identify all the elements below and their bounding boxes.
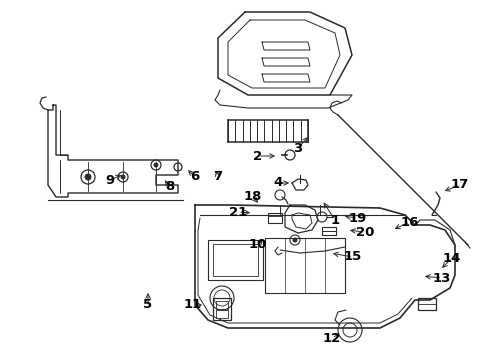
Text: 19: 19	[348, 211, 366, 225]
Text: 10: 10	[248, 238, 266, 252]
Text: 8: 8	[165, 180, 174, 194]
Circle shape	[85, 174, 91, 180]
Text: 18: 18	[244, 190, 262, 203]
Text: 20: 20	[355, 225, 373, 238]
Bar	[321, 227, 335, 235]
Text: 7: 7	[213, 171, 222, 184]
Bar	[207, 240, 263, 280]
Text: 12: 12	[322, 332, 341, 345]
Text: 4: 4	[273, 176, 282, 189]
Bar	[417, 298, 435, 310]
Bar	[267, 213, 282, 223]
Text: 17: 17	[450, 179, 468, 192]
Bar	[216, 301, 227, 309]
Text: 11: 11	[183, 298, 202, 311]
Text: 6: 6	[190, 171, 199, 184]
Text: 1: 1	[330, 213, 339, 226]
Text: 13: 13	[432, 271, 450, 284]
Text: 2: 2	[253, 149, 262, 162]
Circle shape	[121, 175, 125, 179]
Text: 9: 9	[105, 174, 114, 186]
Bar	[216, 310, 227, 318]
Bar	[264, 238, 345, 293]
Bar	[213, 298, 230, 320]
Text: 5: 5	[143, 298, 152, 311]
Text: 3: 3	[293, 141, 302, 154]
Circle shape	[292, 238, 296, 242]
Text: 16: 16	[400, 216, 418, 229]
Circle shape	[154, 163, 158, 167]
Bar	[213, 244, 258, 276]
Text: 14: 14	[442, 252, 460, 265]
Text: 15: 15	[343, 251, 362, 264]
Text: 21: 21	[228, 206, 246, 219]
